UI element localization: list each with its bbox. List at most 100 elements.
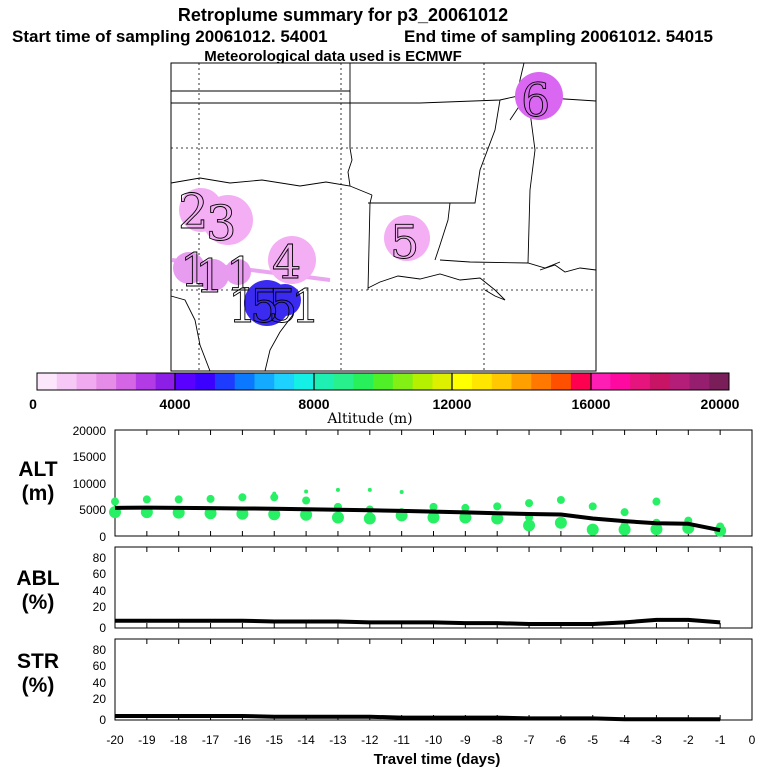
alt-cluster-point	[302, 496, 311, 505]
colorbar-frame	[36, 372, 730, 391]
day-marker-label: 1	[195, 249, 224, 303]
x-tick-label: -7	[524, 733, 535, 747]
colorbar-tick: 12000	[433, 396, 472, 412]
x-tick-label: -1	[715, 733, 726, 747]
colorbar-cell	[116, 373, 137, 390]
alt-cluster-point	[270, 493, 279, 502]
alt-cluster-point	[650, 523, 663, 536]
day-marker-label: 1	[291, 279, 320, 333]
alt-cluster-point	[174, 495, 183, 504]
day-marker-circle	[515, 72, 563, 120]
day-marker-circle	[268, 236, 316, 284]
colorbar-cell	[373, 373, 394, 390]
colorbar-cell	[294, 373, 315, 390]
alt-unit-label: (m)	[22, 482, 55, 505]
alt-cluster-point	[206, 494, 215, 503]
alt-ytick: 5000	[79, 503, 106, 517]
colorbar-major-dividers	[174, 373, 592, 390]
alt-cluster-point	[461, 503, 470, 512]
day-marker-label: 5	[250, 279, 279, 333]
colorbar-tick: 16000	[572, 396, 611, 412]
x-tick-label: -9	[460, 733, 471, 747]
str-ytick: 80	[93, 643, 107, 657]
alt-cluster-point	[300, 508, 313, 521]
colorbar-cell	[412, 373, 433, 390]
colorbar-cell	[96, 373, 117, 390]
x-axis-title: Travel time (days)	[374, 751, 501, 768]
alt-cluster-point	[236, 507, 249, 520]
colorbar-cell	[471, 373, 493, 390]
day-marker-circle	[384, 215, 430, 261]
x-tick-label: -19	[138, 733, 156, 747]
x-tick-label: -18	[170, 733, 188, 747]
figure-title: Retroplume summary for p3_20061012	[178, 5, 508, 25]
day-marker-label: 2	[178, 184, 209, 240]
alt-cluster-point	[652, 497, 661, 506]
x-tick-label: -4	[619, 733, 630, 747]
alt-cluster-point	[491, 512, 504, 525]
day-marker-label: 5	[390, 215, 419, 269]
alt-cluster-point	[304, 489, 309, 494]
abl-unit-label: (%)	[22, 591, 55, 614]
end-time-label: End time of sampling 20061012. 54015	[404, 27, 713, 46]
colorbar-cell	[432, 373, 453, 390]
abl-line	[115, 617, 721, 626]
day-marker-group: 2 3 4 5 6 1 1 1 1 5 5 1	[173, 72, 563, 333]
colorbar-cell	[234, 373, 255, 390]
x-tick-label: -6	[556, 733, 567, 747]
abl-ytick: 20	[93, 600, 107, 614]
colorbar-cell	[37, 373, 58, 390]
abl-label: ABL	[16, 567, 59, 590]
colorbar-cell	[630, 373, 651, 390]
colorbar-cell	[551, 373, 572, 390]
colorbar-cell	[274, 373, 295, 390]
day-marker-label: 4	[272, 235, 301, 289]
alt-cluster-point	[331, 511, 344, 524]
alt-cluster-point	[367, 487, 372, 492]
colorbar-cell	[392, 373, 414, 390]
abl-ytick: 0	[99, 621, 106, 635]
x-tick-label: -12	[361, 733, 379, 747]
met-data-label: Meteorological data used is ECMWF	[204, 48, 462, 65]
alt-cluster-point	[268, 508, 281, 521]
map-panel: 2 3 4 5 6 1 1 1 1 5 5 1	[170, 62, 597, 372]
day-marker-circle	[225, 259, 251, 285]
colorbar-cell	[313, 373, 335, 390]
alt-cluster-point	[363, 512, 376, 525]
colorbar-tick: 20000	[701, 396, 740, 412]
colorbar-title: Altitude (m)	[326, 411, 412, 427]
x-tick-label: -17	[202, 733, 220, 747]
x-tick-label: -8	[492, 733, 503, 747]
x-tick-label: -10	[425, 733, 443, 747]
colorbar-cell	[649, 373, 671, 390]
colorbar-tick: 4000	[159, 396, 190, 412]
map-graticule	[171, 63, 596, 371]
colorbar-cell	[610, 373, 631, 390]
day-marker-label: 5	[268, 279, 297, 333]
x-tick-label: -3	[651, 733, 662, 747]
colorbar-cell	[254, 373, 275, 390]
x-tick-label: 0	[749, 733, 756, 747]
x-tick-marks	[114, 430, 753, 720]
alt-cluster-point	[427, 511, 440, 524]
colorbar-cell	[135, 373, 157, 390]
alt-cluster-point	[556, 495, 565, 504]
abl-ytick: 40	[93, 584, 107, 598]
alt-cluster-point	[618, 523, 631, 536]
colorbar-tick: 0	[29, 396, 37, 412]
colorbar-cell	[590, 373, 611, 390]
str-line	[115, 713, 721, 722]
colorbar-cell	[56, 373, 78, 390]
alt-cluster-point	[204, 507, 217, 520]
str-unit-label: (%)	[22, 674, 55, 697]
start-time-label: Start time of sampling 20061012. 54001	[12, 27, 328, 46]
alt-cluster-point	[620, 508, 629, 517]
str-ytick: 40	[93, 676, 107, 690]
day-marker-circle	[173, 252, 205, 284]
x-tick-label: -11	[393, 733, 410, 747]
alt-cluster-point	[554, 516, 567, 529]
colorbar-cell	[689, 373, 710, 390]
colorbar-cell	[155, 373, 176, 390]
colorbar-cell	[709, 373, 730, 390]
altitude-colorbar: 0 4000 8000 12000 16000 20000 Altitude (…	[29, 372, 740, 427]
